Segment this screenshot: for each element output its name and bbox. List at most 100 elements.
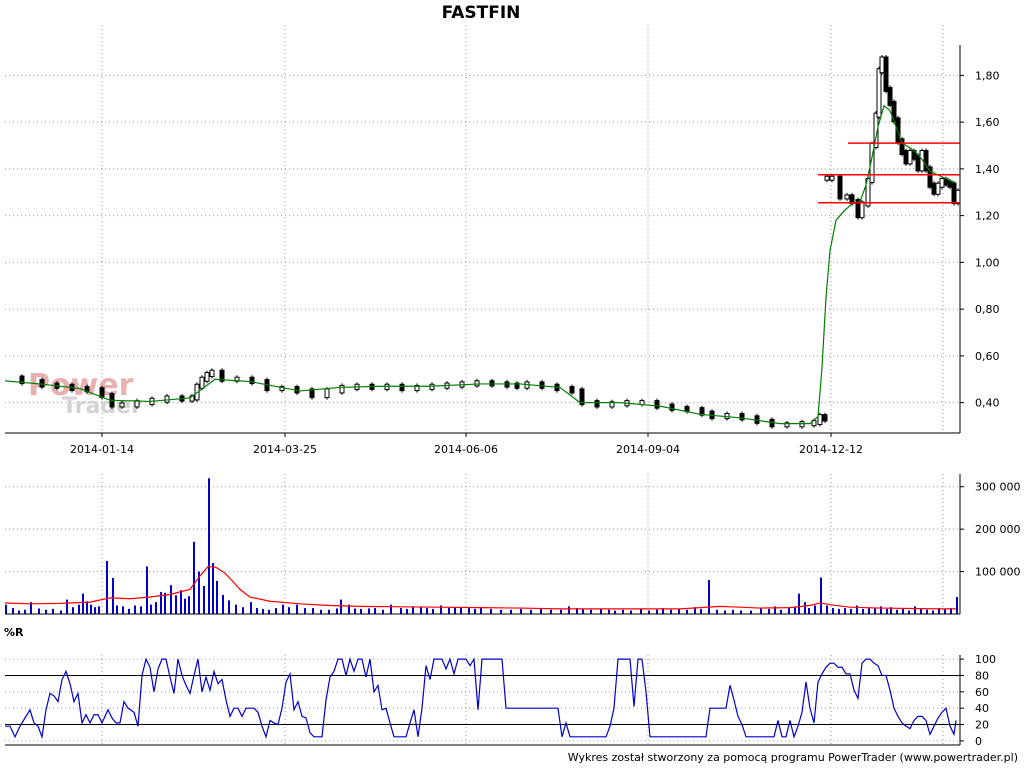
volume-bar: [140, 606, 142, 614]
volume-bar: [956, 597, 958, 614]
volume-bar: [808, 608, 810, 614]
chart-title: FASTFIN: [442, 3, 521, 23]
volume-bar: [608, 609, 610, 614]
volume-bar: [648, 610, 650, 614]
volume-bar: [550, 609, 552, 614]
price-panel: [5, 55, 960, 429]
volume-bar: [228, 600, 230, 614]
price-candle: [824, 175, 830, 181]
volume-bar: [216, 580, 218, 614]
volume-bar: [320, 609, 322, 614]
volume-bar: [622, 609, 624, 614]
volume-bar: [678, 608, 680, 614]
volume-bar: [382, 609, 384, 614]
volume-bar: [826, 605, 828, 614]
wr-y-tick-label-4: 80: [975, 669, 989, 682]
wr-y-tick-label-2: 40: [975, 702, 989, 715]
volume-bar: [804, 602, 806, 614]
volume-bar: [360, 608, 362, 614]
volume-bar: [134, 605, 136, 614]
price-candle: [39, 379, 45, 388]
price-candle: [119, 402, 125, 408]
volume-bar: [938, 608, 940, 614]
price-y-tick-label-3: 1,00: [975, 256, 1000, 269]
volume-bar: [155, 602, 157, 614]
volume-bar: [798, 593, 800, 614]
volume-bar: [890, 607, 892, 614]
volume-bar: [208, 478, 210, 614]
volume-bar: [296, 604, 298, 614]
volume-bar: [30, 602, 32, 614]
volume-bar: [740, 610, 742, 614]
volume-bar: [368, 608, 370, 614]
williams-r-panel: [5, 656, 960, 740]
price-candle: [204, 372, 210, 382]
price-candle: [164, 395, 170, 403]
price-candle: [474, 380, 480, 387]
volume-bar: [880, 606, 882, 614]
x-tick-label-2: 2014-06-06: [434, 443, 498, 456]
volume-bar: [540, 608, 542, 614]
volume-bar: [902, 608, 904, 614]
axes: 2014-01-14 2014-03-25 2014-06-06 2014-09-04…: [5, 45, 1021, 748]
volume-bar: [374, 608, 376, 614]
volume-bar: [630, 610, 632, 614]
price-candle: [903, 150, 909, 165]
price-y-tick-label-7: 1,80: [975, 69, 1000, 82]
price-candle: [895, 117, 901, 144]
wr-y-tick-label-0: 0: [975, 735, 982, 748]
volume-bar: [490, 608, 492, 614]
volume-bar: [920, 608, 922, 614]
volume-bar: [198, 571, 200, 614]
volume-bar: [328, 609, 330, 614]
volume-bar: [90, 604, 92, 614]
price-candle: [219, 369, 225, 382]
price-candle: [951, 182, 957, 205]
volume-bar: [268, 609, 270, 614]
price-candle: [539, 381, 545, 389]
price-candle: [837, 175, 843, 200]
price-candle: [784, 422, 790, 428]
price-candle: [309, 388, 315, 399]
volume-bar: [774, 606, 776, 614]
price-candle: [939, 178, 945, 188]
volume-bar: [530, 609, 532, 614]
volume-bar: [454, 607, 456, 614]
williams-r-line: [5, 656, 957, 740]
price-y-tick-label-2: 0,80: [975, 303, 1000, 316]
volume-bar: [175, 595, 177, 614]
price-candle: [669, 403, 675, 411]
price-candle: [429, 383, 435, 390]
volume-bar: [282, 604, 284, 614]
x-tick-label-0: 2014-01-14: [70, 443, 134, 456]
volume-bar: [222, 594, 224, 614]
volume-bar: [794, 607, 796, 614]
price-candle: [739, 412, 745, 421]
price-candle: [817, 414, 823, 425]
volume-bar: [184, 598, 186, 614]
price-candle: [907, 150, 913, 165]
volume-bar: [38, 608, 40, 614]
volume-bar: [732, 609, 734, 614]
price-candle: [923, 150, 929, 172]
price-candle: [654, 400, 660, 409]
price-candle: [844, 194, 850, 200]
volume-bar: [98, 606, 100, 614]
volume-bar: [838, 608, 840, 614]
volume-bar: [340, 599, 342, 614]
volume-bar: [480, 608, 482, 614]
volume-panel: [5, 478, 958, 614]
volume-bar: [468, 608, 470, 614]
price-candle: [414, 384, 420, 392]
volume-bar: [354, 608, 356, 614]
volume-bar: [510, 609, 512, 614]
price-candle: [19, 375, 25, 385]
volume-bar: [832, 608, 834, 614]
price-moving-average: [5, 104, 957, 425]
volume-bar: [520, 608, 522, 614]
price-candle: [514, 382, 520, 389]
volume-bar: [874, 608, 876, 614]
volume-bar: [724, 610, 726, 614]
volume-bar: [112, 577, 114, 614]
footer-credit: Wykres został stworzony za pomocą progra…: [568, 751, 1018, 764]
